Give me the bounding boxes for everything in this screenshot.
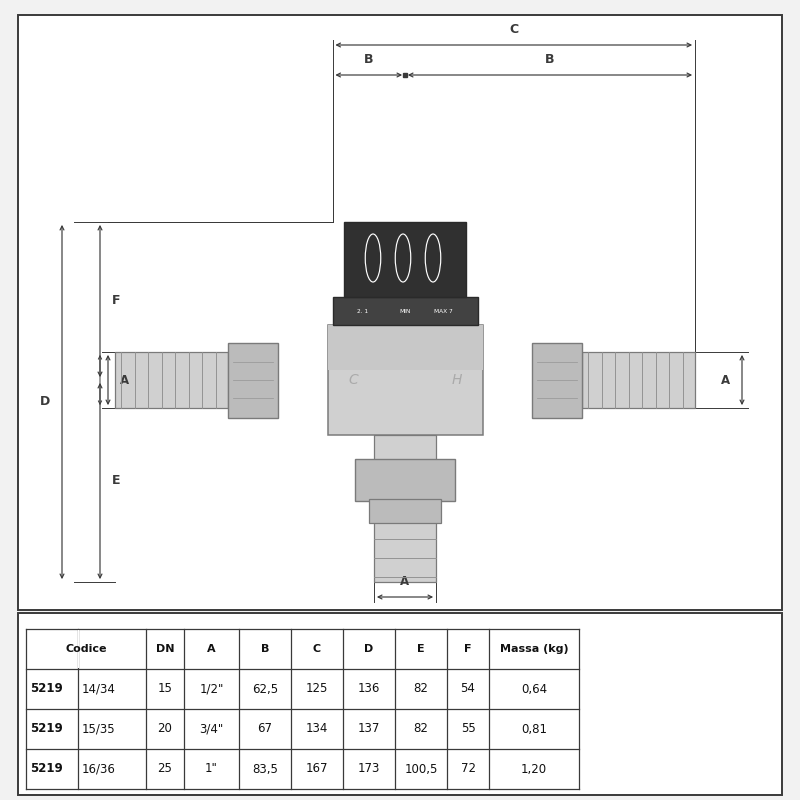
Bar (327, 325, 482, 435)
Text: 67: 67 (258, 722, 273, 735)
Text: 125: 125 (306, 682, 328, 695)
Text: 1": 1" (205, 762, 218, 775)
Text: MIN: MIN (399, 309, 410, 314)
Text: Codice: Codice (66, 644, 106, 654)
Text: 72: 72 (461, 762, 475, 775)
Bar (369, 499, 441, 523)
Text: B: B (364, 53, 374, 66)
Bar (374, 435, 436, 582)
Text: 3/4": 3/4" (199, 722, 224, 735)
Text: 15/35: 15/35 (82, 722, 116, 735)
Text: 167: 167 (306, 762, 328, 775)
Text: A: A (207, 644, 216, 654)
Text: Massa (kg): Massa (kg) (500, 644, 568, 654)
Text: F: F (464, 644, 472, 654)
Text: 2. 1: 2. 1 (358, 309, 369, 314)
Bar (333, 297, 478, 325)
Text: 14/34: 14/34 (82, 682, 116, 695)
Text: 137: 137 (358, 722, 380, 735)
Text: 20: 20 (158, 722, 173, 735)
Text: 0,64: 0,64 (521, 682, 547, 695)
Text: 62,5: 62,5 (252, 682, 278, 695)
Text: 100,5: 100,5 (404, 762, 438, 775)
Text: C: C (348, 373, 358, 387)
Text: 5219: 5219 (30, 722, 62, 735)
Text: 1,20: 1,20 (521, 762, 547, 775)
Text: 5219: 5219 (30, 682, 62, 695)
Text: 5219: 5219 (30, 762, 62, 775)
Text: A: A (120, 374, 129, 386)
Text: MAX 7: MAX 7 (434, 309, 452, 314)
Bar (355, 459, 455, 501)
Bar (532, 342, 582, 418)
Text: D: D (40, 395, 50, 409)
Bar (344, 222, 466, 297)
Text: DN: DN (156, 644, 174, 654)
Text: F: F (112, 294, 121, 307)
Text: B: B (261, 644, 269, 654)
Bar (228, 342, 278, 418)
Text: 82: 82 (414, 682, 429, 695)
Text: E: E (112, 474, 121, 487)
Text: 134: 134 (306, 722, 328, 735)
Text: 1/2": 1/2" (199, 682, 224, 695)
Text: H: H (452, 373, 462, 387)
Text: B: B (546, 53, 554, 66)
Text: C: C (509, 23, 518, 36)
Text: 16/36: 16/36 (82, 762, 116, 775)
Bar (115, 352, 228, 408)
Bar (327, 325, 482, 370)
Text: A: A (721, 374, 730, 386)
Bar (582, 352, 695, 408)
Text: 173: 173 (358, 762, 380, 775)
Text: C: C (313, 644, 321, 654)
Text: D: D (364, 644, 374, 654)
Text: 83,5: 83,5 (252, 762, 278, 775)
Text: 54: 54 (461, 682, 475, 695)
Text: 82: 82 (414, 722, 429, 735)
Text: 15: 15 (158, 682, 173, 695)
Bar (18, 15, 782, 610)
Text: 55: 55 (461, 722, 475, 735)
Bar (18, 613, 782, 795)
Text: 0,81: 0,81 (521, 722, 547, 735)
Text: 25: 25 (158, 762, 173, 775)
Text: 136: 136 (358, 682, 380, 695)
Text: A: A (401, 575, 410, 588)
Text: E: E (417, 644, 425, 654)
